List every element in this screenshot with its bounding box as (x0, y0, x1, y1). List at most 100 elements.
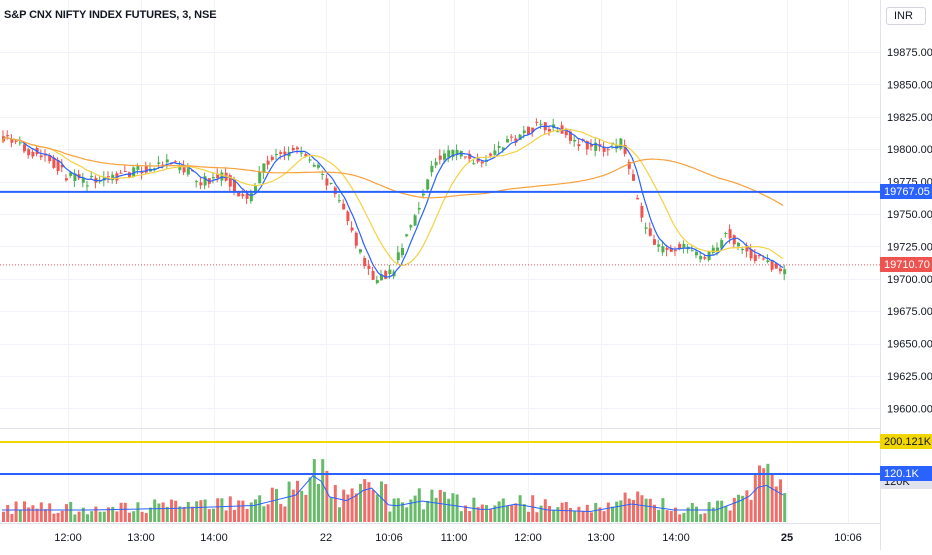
candle-body (711, 247, 715, 253)
volume-bar (329, 497, 333, 522)
volume-bar (434, 497, 438, 522)
symbol-title[interactable]: S&P CNX NIFTY INDEX FUTURES, 3, NSE (4, 9, 217, 21)
candle-body (144, 165, 148, 173)
candle-body (426, 179, 430, 190)
volume-bar (779, 479, 782, 522)
volume-bar (741, 495, 745, 522)
candle-body (783, 269, 787, 275)
candle-body (23, 144, 26, 152)
candle-body (329, 182, 333, 185)
candle-body (678, 244, 682, 249)
candle-body (333, 187, 337, 195)
candle-body (758, 255, 761, 257)
candle-body (522, 130, 526, 134)
volume-bar (359, 483, 362, 522)
volume-bar (178, 506, 182, 522)
candle-body (254, 185, 257, 192)
volume-bar (678, 514, 682, 522)
candle-body (31, 151, 35, 157)
candle-body (241, 194, 245, 197)
candle-body (56, 160, 60, 172)
volume-bar (459, 511, 463, 522)
currency-selector[interactable]: INR (886, 7, 926, 25)
candle-body (157, 162, 161, 164)
candle-body (489, 153, 493, 156)
volume-bar (627, 498, 631, 522)
volume-bar (724, 506, 728, 522)
volume-bar (6, 504, 10, 522)
candle-body (619, 138, 623, 149)
candle-body (590, 144, 593, 147)
candle-body (527, 126, 530, 135)
volume-bar (602, 511, 606, 522)
candle-body (737, 242, 740, 247)
price-tick-label: 19800.00 (887, 144, 932, 156)
candle-body (338, 200, 341, 202)
volume-bar (606, 502, 610, 522)
volume-bar (564, 501, 568, 522)
volume-bar (388, 511, 392, 522)
volume-bar (363, 479, 367, 522)
candle-body (321, 174, 325, 176)
volume-bar (115, 511, 119, 522)
volume-bar (422, 509, 425, 522)
volume-bar (35, 508, 39, 522)
volume-bar (417, 488, 421, 522)
price-tick-label: 19725.00 (887, 241, 932, 253)
volume-bar (275, 489, 278, 522)
candle-body (724, 232, 728, 234)
volume-bar (350, 488, 354, 522)
time-tick-label: 10:06 (375, 532, 403, 544)
candle-body (779, 268, 782, 272)
candle-body (233, 179, 236, 192)
volume-bar (98, 511, 102, 522)
volume-bar (657, 509, 661, 522)
volume-bar (758, 465, 761, 522)
time-tick-label: 13:00 (587, 532, 615, 544)
volume-bar (682, 512, 686, 522)
volume-bar (262, 506, 266, 522)
volume-bar (762, 468, 766, 522)
candle-body (136, 166, 140, 170)
candle-body (430, 165, 434, 173)
candle-body (682, 243, 686, 248)
candle-body (615, 145, 619, 149)
volume-bar (216, 498, 220, 522)
volume-bar (732, 497, 736, 522)
volume-bar (472, 497, 476, 522)
volume-bar (81, 507, 85, 522)
candle-body (774, 263, 778, 269)
candle-body (770, 261, 774, 270)
candle-body (573, 139, 577, 142)
volume-bar (102, 511, 106, 522)
candle-body (413, 215, 417, 226)
volume-bar (430, 489, 434, 522)
candle-body (359, 249, 362, 253)
candle-body (661, 246, 665, 253)
candle-body (90, 176, 94, 178)
volume-bar (149, 507, 152, 522)
candle-body (39, 155, 43, 158)
volume-bar (207, 509, 211, 522)
candle-body (220, 172, 224, 181)
candle-body (317, 165, 320, 168)
volume-bar (556, 507, 560, 522)
candle-body (434, 161, 438, 166)
candle-body (81, 177, 85, 183)
volume-bar (438, 489, 442, 522)
volume-bar (518, 495, 522, 522)
volume-bar (590, 512, 593, 522)
candle-body (552, 124, 556, 129)
candle-body (195, 181, 199, 183)
volume-bar (165, 506, 169, 522)
volume-bar (60, 510, 64, 522)
volume-bar (690, 502, 694, 522)
candle-body (342, 203, 346, 210)
candle-body (539, 123, 543, 125)
candle-body (199, 182, 203, 186)
candle-body (644, 227, 648, 229)
candle-body (249, 193, 253, 202)
candle-body (165, 159, 169, 163)
